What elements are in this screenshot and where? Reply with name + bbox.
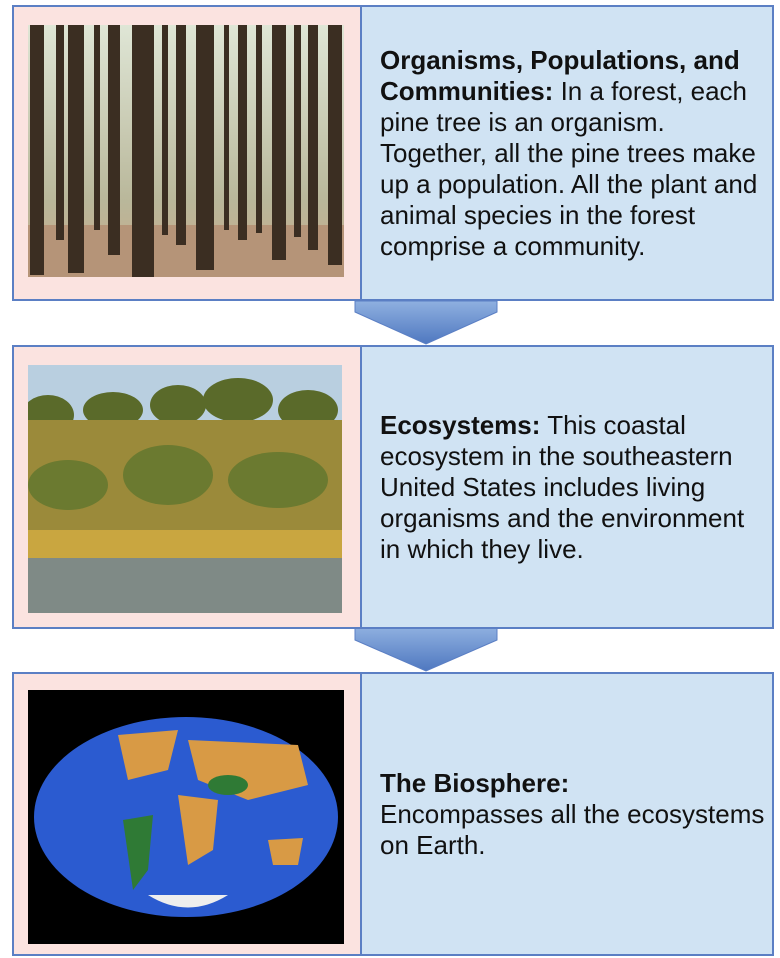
panel: Organisms, Populations, and Communities:… (12, 5, 774, 301)
image-frame (14, 347, 362, 627)
description: The Biosphere:Encompasses all the ecosys… (380, 674, 766, 954)
arrow (355, 627, 497, 671)
arrow (355, 301, 497, 344)
image-frame (14, 7, 362, 299)
globe-image (28, 690, 344, 944)
description: Ecosystems: This coastal ecosystem in th… (380, 347, 766, 627)
page: Organisms, Populations, and Communities:… (0, 0, 780, 958)
heading: The Biosphere: (380, 768, 569, 798)
heading: Ecosystems: (380, 410, 540, 440)
description: Organisms, Populations, and Communities:… (380, 7, 766, 299)
image-frame (14, 674, 362, 954)
body-text: Encompasses all the ecosystems on Earth. (380, 799, 764, 860)
forest-image (28, 25, 344, 277)
coast-image (28, 365, 342, 613)
panel: The Biosphere:Encompasses all the ecosys… (12, 672, 774, 956)
panel: Ecosystems: This coastal ecosystem in th… (12, 345, 774, 629)
